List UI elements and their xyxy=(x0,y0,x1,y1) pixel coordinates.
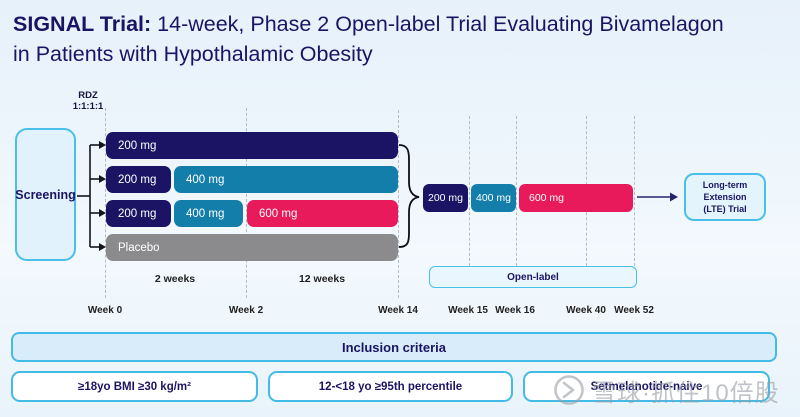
duration-12-weeks: 12 weeks xyxy=(298,273,346,285)
randomization-arrows xyxy=(77,144,99,248)
screening-box: Screening xyxy=(15,128,76,261)
criteria-setmelanotide-label: Setmelanotide-naive xyxy=(590,380,703,393)
open-label-banner: Open-label xyxy=(429,266,637,288)
arm4-placebo-bar: Placebo xyxy=(106,234,398,261)
timeline-gridline-week16 xyxy=(516,116,517,266)
title-line2: in Patients with Hypothalamic Obesity xyxy=(13,42,373,66)
openlabel-600mg-label: 600 mg xyxy=(529,192,565,204)
title-lead: SIGNAL Trial: xyxy=(13,12,152,36)
criteria-box-adolescent-percentile: 12-<18 yo ≥95th percentile xyxy=(268,371,513,402)
timeline-gridline-week14 xyxy=(398,110,399,298)
week-label-2: Week 2 xyxy=(228,305,264,316)
openlabel-600mg-box: 600 mg xyxy=(519,184,633,212)
arm2-400mg-label: 400 mg xyxy=(186,173,225,186)
arm3-600mg-bar: 600 mg xyxy=(247,200,398,227)
criteria-box-setmelanotide-naive: Setmelanotide-naive xyxy=(523,371,770,402)
arm3-600mg-label: 600 mg xyxy=(259,207,298,220)
timeline-gridline-week15 xyxy=(469,116,470,266)
arm3-200mg-label: 200 mg xyxy=(118,207,157,220)
timeline-gridline-week2 xyxy=(246,108,247,298)
rdz-line1: RDZ xyxy=(78,90,98,101)
page-title: SIGNAL Trial: 14-week, Phase 2 Open-labe… xyxy=(13,9,793,69)
week-label-52: Week 52 xyxy=(614,305,654,316)
lte-trial-box: Long-term Extension (LTE) Trial xyxy=(684,173,766,221)
criteria-adolescent-label: 12-<18 yo ≥95th percentile xyxy=(318,380,463,393)
title-line1: 14-week, Phase 2 Open-label Trial Evalua… xyxy=(151,12,724,36)
rdz-line2: 1:1:1:1 xyxy=(72,101,104,112)
open-label-banner-label: Open-label xyxy=(507,271,559,283)
timeline-gridline-week52 xyxy=(634,116,635,266)
duration-2-weeks: 2 weeks xyxy=(154,273,196,285)
openlabel-400mg-box: 400 mg xyxy=(471,184,516,212)
criteria-box-adult-bmi: ≥18yo BMI ≥30 kg/m² xyxy=(11,371,258,402)
openlabel-200mg-box: 200 mg xyxy=(423,184,468,212)
arm1-200mg-label: 200 mg xyxy=(118,139,157,152)
arm3-400mg-bar: 400 mg xyxy=(174,200,243,227)
randomization-label: RDZ 1:1:1:1 xyxy=(58,90,118,112)
week-label-14: Week 14 xyxy=(378,305,418,316)
arms-brace xyxy=(398,144,420,248)
arm3-200mg-bar: 200 mg xyxy=(106,200,171,227)
arm2-400mg-bar: 400 mg xyxy=(174,166,398,193)
arm1-200mg-bar: 200 mg xyxy=(106,132,398,159)
criteria-adult-bmi-label: ≥18yo BMI ≥30 kg/m² xyxy=(78,380,191,393)
inclusion-criteria-banner: Inclusion criteria xyxy=(11,332,777,362)
lte-line3: (LTE) Trial xyxy=(703,204,747,214)
week-label-0: Week 0 xyxy=(87,305,123,316)
arm4-placebo-label: Placebo xyxy=(118,241,160,254)
arm2-200mg-label: 200 mg xyxy=(118,173,157,186)
arm2-200mg-bar: 200 mg xyxy=(106,166,171,193)
lte-arrow xyxy=(637,192,678,202)
arm3-400mg-label: 400 mg xyxy=(186,207,225,220)
openlabel-400mg-label: 400 mg xyxy=(475,192,512,204)
timeline-gridline-week0 xyxy=(105,108,106,298)
screening-label: Screening xyxy=(15,187,76,202)
week-label-40: Week 40 xyxy=(566,305,606,316)
week-label-16: Week 16 xyxy=(495,305,535,316)
week-label-15: Week 15 xyxy=(448,305,488,316)
openlabel-200mg-label: 200 mg xyxy=(427,192,464,204)
lte-line1: Long-term xyxy=(702,180,748,190)
lte-line2: Extension xyxy=(703,192,747,202)
inclusion-criteria-label: Inclusion criteria xyxy=(341,339,447,355)
